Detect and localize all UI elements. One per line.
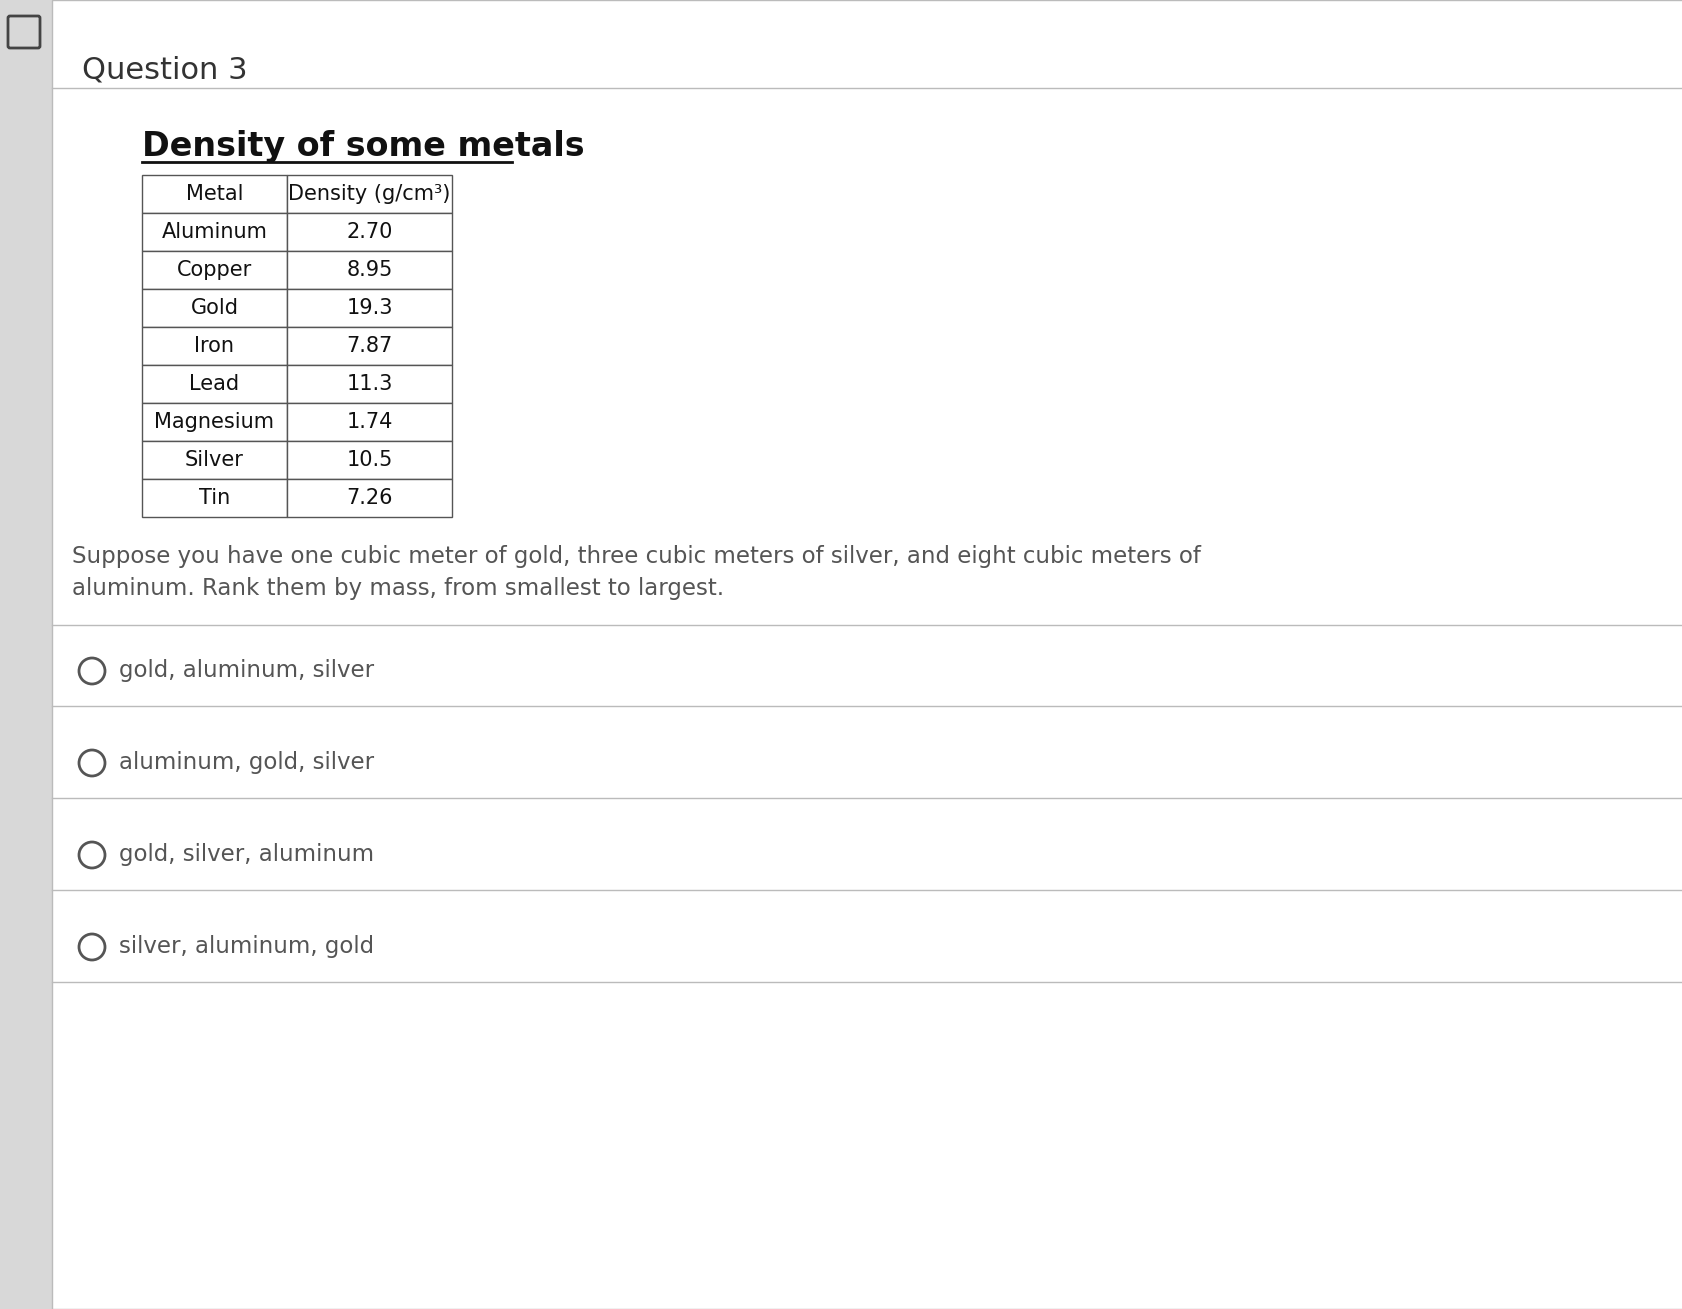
- Text: silver, aluminum, gold: silver, aluminum, gold: [119, 936, 373, 958]
- Text: Iron: Iron: [195, 336, 234, 356]
- FancyBboxPatch shape: [288, 251, 452, 289]
- FancyBboxPatch shape: [141, 251, 288, 289]
- Text: Tin: Tin: [198, 488, 230, 508]
- FancyBboxPatch shape: [52, 0, 1682, 1309]
- Text: 1.74: 1.74: [346, 412, 392, 432]
- Text: 19.3: 19.3: [346, 298, 392, 318]
- Text: Aluminum: Aluminum: [161, 223, 267, 242]
- Text: Question 3: Question 3: [82, 55, 247, 84]
- Text: gold, silver, aluminum: gold, silver, aluminum: [119, 843, 373, 867]
- Text: 10.5: 10.5: [346, 450, 392, 470]
- FancyBboxPatch shape: [141, 213, 288, 251]
- Text: Silver: Silver: [185, 450, 244, 470]
- FancyBboxPatch shape: [288, 213, 452, 251]
- Text: Magnesium: Magnesium: [155, 412, 274, 432]
- Text: Density (g/cm³): Density (g/cm³): [288, 185, 451, 204]
- FancyBboxPatch shape: [288, 365, 452, 403]
- FancyBboxPatch shape: [141, 289, 288, 327]
- Text: 11.3: 11.3: [346, 374, 392, 394]
- FancyBboxPatch shape: [288, 289, 452, 327]
- Text: Suppose you have one cubic meter of gold, three cubic meters of silver, and eigh: Suppose you have one cubic meter of gold…: [72, 545, 1201, 568]
- FancyBboxPatch shape: [288, 403, 452, 441]
- FancyBboxPatch shape: [288, 479, 452, 517]
- FancyBboxPatch shape: [141, 441, 288, 479]
- Text: Metal: Metal: [185, 185, 244, 204]
- FancyBboxPatch shape: [141, 479, 288, 517]
- FancyBboxPatch shape: [288, 441, 452, 479]
- Text: 7.26: 7.26: [346, 488, 392, 508]
- FancyBboxPatch shape: [141, 175, 288, 213]
- Text: Copper: Copper: [177, 260, 252, 280]
- FancyBboxPatch shape: [141, 403, 288, 441]
- FancyBboxPatch shape: [141, 327, 288, 365]
- Text: Density of some metals: Density of some metals: [141, 130, 584, 164]
- Text: 8.95: 8.95: [346, 260, 392, 280]
- FancyBboxPatch shape: [288, 175, 452, 213]
- FancyBboxPatch shape: [0, 0, 52, 1309]
- Text: 2.70: 2.70: [346, 223, 392, 242]
- Text: aluminum, gold, silver: aluminum, gold, silver: [119, 751, 373, 775]
- Text: 7.87: 7.87: [346, 336, 392, 356]
- Text: Gold: Gold: [190, 298, 239, 318]
- Text: Lead: Lead: [190, 374, 239, 394]
- Text: gold, aluminum, silver: gold, aluminum, silver: [119, 660, 373, 682]
- FancyBboxPatch shape: [141, 365, 288, 403]
- Text: aluminum. Rank them by mass, from smallest to largest.: aluminum. Rank them by mass, from smalle…: [72, 577, 723, 600]
- FancyBboxPatch shape: [288, 327, 452, 365]
